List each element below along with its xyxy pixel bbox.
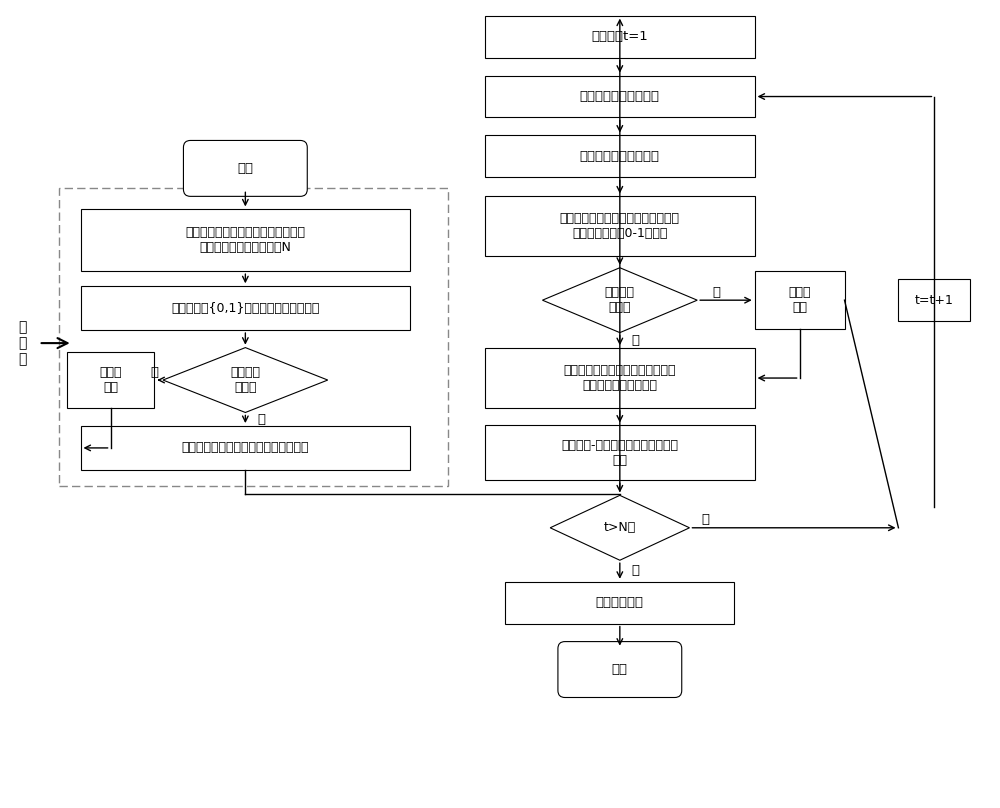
Text: 计算所有烟花、火花个体的适应度
值，对最优值进行更新: 计算所有烟花、火花个体的适应度 值，对最优值进行更新: [564, 364, 676, 392]
FancyBboxPatch shape: [485, 76, 755, 117]
Text: 结束: 结束: [612, 663, 628, 676]
FancyBboxPatch shape: [81, 426, 410, 470]
FancyBboxPatch shape: [67, 352, 154, 408]
FancyBboxPatch shape: [81, 209, 410, 271]
FancyBboxPatch shape: [81, 286, 410, 330]
Polygon shape: [163, 347, 328, 413]
Text: 计算所有烟花的适应度值，求得最优值: 计算所有烟花的适应度值，求得最优值: [182, 441, 309, 454]
Polygon shape: [542, 267, 697, 333]
Text: 对超出边界的火花应用映射规则，并
对变量取值进行0-1化操作: 对超出边界的火花应用映射规则，并 对变量取值进行0-1化操作: [560, 213, 680, 240]
Text: 是: 是: [632, 334, 640, 347]
FancyBboxPatch shape: [485, 196, 755, 256]
Text: 输出最优个体: 输出最优个体: [596, 596, 644, 609]
FancyBboxPatch shape: [485, 426, 755, 481]
Text: 通过爆炸算子生成火花: 通过爆炸算子生成火花: [580, 90, 660, 103]
FancyBboxPatch shape: [558, 642, 682, 697]
Text: 通过高斯变异生成火花: 通过高斯变异生成火花: [580, 150, 660, 163]
Text: t=t+1: t=t+1: [915, 293, 954, 307]
Text: 初
始
化: 初 始 化: [18, 320, 27, 366]
Text: 在可行域中{0,1}随机生成初始烟花种群: 在可行域中{0,1}随机生成初始烟花种群: [171, 301, 320, 314]
Text: t>N？: t>N？: [604, 521, 636, 534]
Text: 否: 否: [701, 513, 709, 526]
Text: 迭代次数t=1: 迭代次数t=1: [591, 30, 648, 43]
Text: 连通性
修复: 连通性 修复: [99, 366, 122, 394]
Bar: [59, 188, 448, 486]
Text: 网架是否
连通？: 网架是否 连通？: [605, 286, 635, 314]
Text: 网架是否
连通？: 网架是否 连通？: [230, 366, 260, 394]
Text: 应用精英-选择策略选择下一代烟花
种群: 应用精英-选择策略选择下一代烟花 种群: [561, 439, 678, 467]
Text: 连通性
修复: 连通性 修复: [788, 286, 811, 314]
Text: 输入电网规划相关参数，设置烟花算
法相关参数，迭代次数为N: 输入电网规划相关参数，设置烟花算 法相关参数，迭代次数为N: [185, 226, 305, 255]
Text: 开始: 开始: [237, 162, 253, 175]
FancyBboxPatch shape: [898, 280, 970, 321]
FancyBboxPatch shape: [485, 136, 755, 178]
FancyBboxPatch shape: [183, 141, 307, 196]
Text: 是: 是: [257, 413, 265, 426]
Text: 否: 否: [712, 286, 720, 299]
FancyBboxPatch shape: [485, 348, 755, 408]
FancyBboxPatch shape: [505, 582, 734, 624]
Text: 否: 否: [150, 365, 158, 379]
Polygon shape: [550, 495, 689, 560]
Text: 是: 是: [632, 565, 640, 578]
FancyBboxPatch shape: [755, 271, 845, 329]
FancyBboxPatch shape: [485, 15, 755, 57]
